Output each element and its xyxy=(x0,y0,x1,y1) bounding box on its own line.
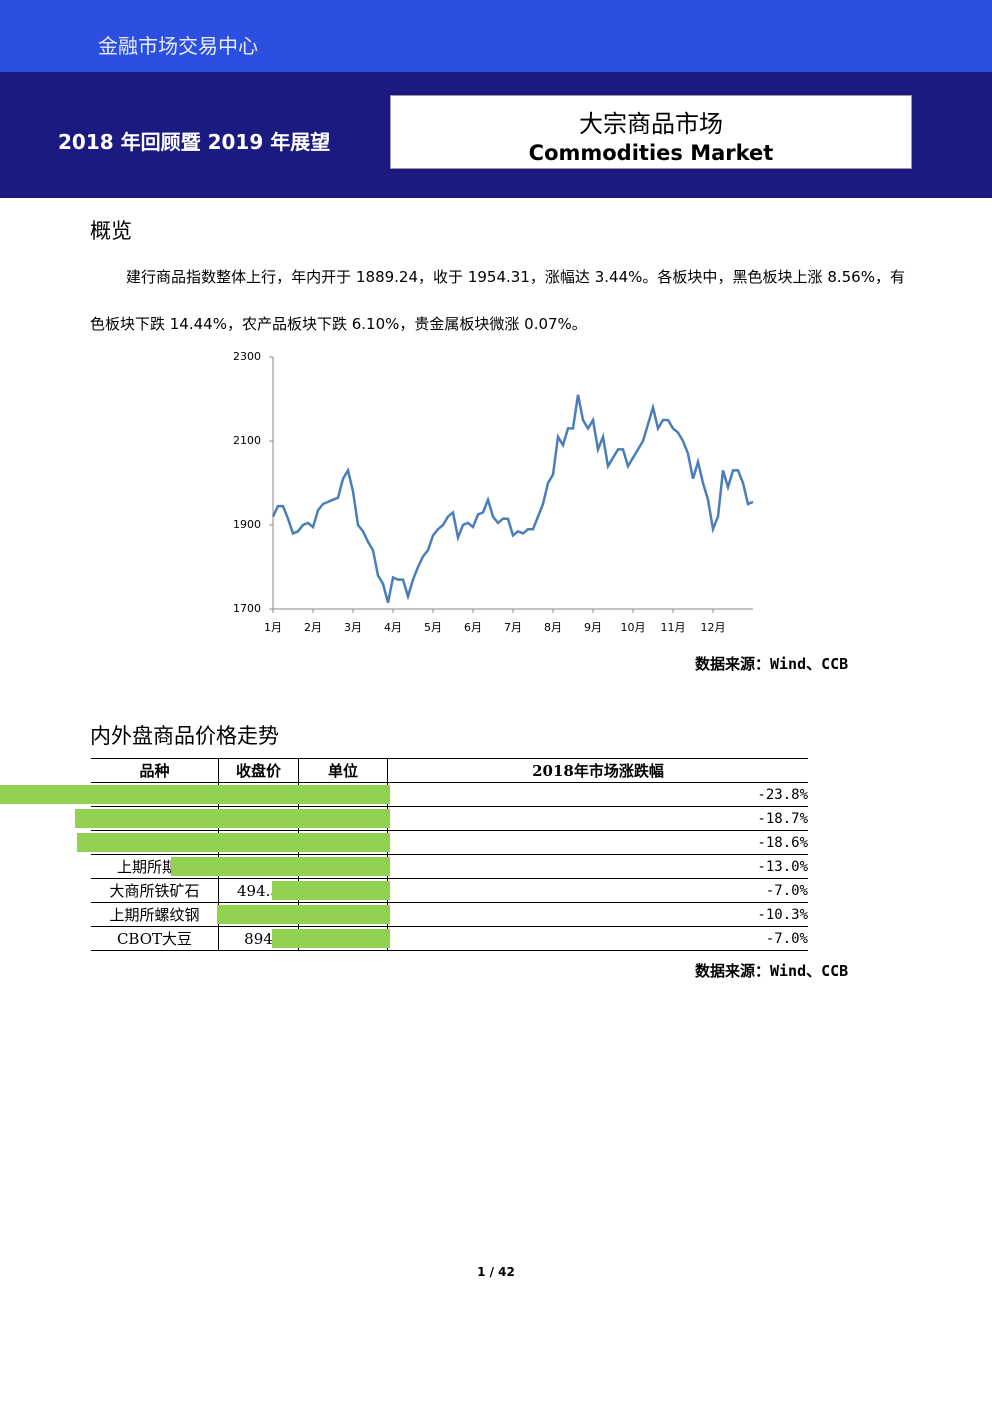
bar xyxy=(271,929,390,948)
change-label: -18.7% xyxy=(391,806,808,831)
row: 上期所期铜48340元/吨-13.0% xyxy=(91,854,808,879)
row: BRENT原油54.15美元/桶-18.7% xyxy=(75,806,808,831)
bar xyxy=(0,785,390,804)
change-label: -7.0% xyxy=(391,878,808,903)
x-tick-label: 8月 xyxy=(544,621,562,634)
row: LME 3月期铜5912美元/吨-18.6% xyxy=(77,830,808,855)
bar xyxy=(271,881,390,900)
x-tick-label: 4月 xyxy=(384,621,402,634)
bar xyxy=(216,905,390,924)
bar-cell xyxy=(271,926,392,951)
change-label: -7.0% xyxy=(391,926,808,951)
change-label: -13.0% xyxy=(391,854,808,879)
line-chart: 1700 1900 2100 2300 1月 2月 3月 4月 5月 6月 7月 8月 9月 10月 11月… xyxy=(233,350,754,634)
header-row: 品种 收盘价 单位 2018年市场涨跌幅 xyxy=(91,758,808,783)
x-tick-label: 7月 xyxy=(504,621,522,634)
x-tick-label: 6月 xyxy=(464,621,482,634)
top-band xyxy=(0,0,992,72)
change-label: -18.6% xyxy=(391,830,808,855)
x-tick-label: 1月 xyxy=(264,621,282,634)
x-tick-label: 10月 xyxy=(621,621,646,634)
cell: CBOT大豆 xyxy=(91,926,219,951)
bar-cell xyxy=(271,878,392,903)
bar-cell xyxy=(171,854,392,879)
header-cell: 单位 xyxy=(298,758,388,783)
cell: 大商所铁矿石 xyxy=(91,878,219,903)
row: 上期所螺纹钢3404元/吨-10.3% xyxy=(91,902,808,927)
subtitle: 2018 年回顾暨 2019 年展望 xyxy=(58,130,331,154)
y-tick-label: 2300 xyxy=(233,350,261,363)
org-name: 金融市场交易中心 xyxy=(98,34,258,58)
cell: 上期所螺纹钢 xyxy=(91,902,219,927)
data-line xyxy=(271,394,754,604)
x-tick-label: 2月 xyxy=(304,621,322,634)
bar xyxy=(77,833,390,852)
title: 大宗商品市场 xyxy=(579,110,723,138)
title-box: 大宗商品市场 Commodities Market xyxy=(390,95,912,169)
paragraph: 建行商品指数整体上行，年内开于 1889.24，收于 1954.31，涨幅达 3… xyxy=(90,268,905,333)
row: CBOT大豆894美分/蒲式耳-7.0% xyxy=(91,926,808,951)
change-label: -10.3% xyxy=(391,902,808,927)
bar xyxy=(171,857,390,876)
title-en: Commodities Market xyxy=(528,141,774,165)
x-tick-label: 5月 xyxy=(424,621,442,634)
bar xyxy=(75,809,390,828)
x-tick-label: 11月 xyxy=(661,621,686,634)
bar-cell xyxy=(75,806,392,831)
bar-cell xyxy=(77,830,392,855)
heading: 概览 xyxy=(90,219,132,243)
change-label: -23.8% xyxy=(391,782,808,807)
x-tick-label: 12月 xyxy=(701,621,726,634)
x-tick-label: 3月 xyxy=(344,621,362,634)
source: 数据来源：Wind、CCB xyxy=(695,655,849,673)
header-cell: 品种 xyxy=(91,758,219,783)
bar-cell xyxy=(216,902,392,927)
x-tick-label: 9月 xyxy=(584,621,602,634)
y-tick-label: 2100 xyxy=(233,434,261,447)
table: 品种收盘价单位2018年市场涨跌幅WTI原油45.81美元/桶-23.8%BRE… xyxy=(0,758,808,951)
y-tick-label: 1900 xyxy=(233,518,261,531)
y-tick-label: 1700 xyxy=(233,602,261,615)
source: 数据来源：Wind、CCB xyxy=(695,962,849,980)
page-number: 1 / 42 xyxy=(477,1265,515,1279)
header-cell: 收盘价 xyxy=(218,758,299,783)
bar-cell xyxy=(0,782,392,807)
row: WTI原油45.81美元/桶-23.8% xyxy=(0,782,808,807)
header-cell: 2018年市场涨跌幅 xyxy=(387,758,808,783)
heading: 内外盘商品价格走势 xyxy=(90,724,279,748)
